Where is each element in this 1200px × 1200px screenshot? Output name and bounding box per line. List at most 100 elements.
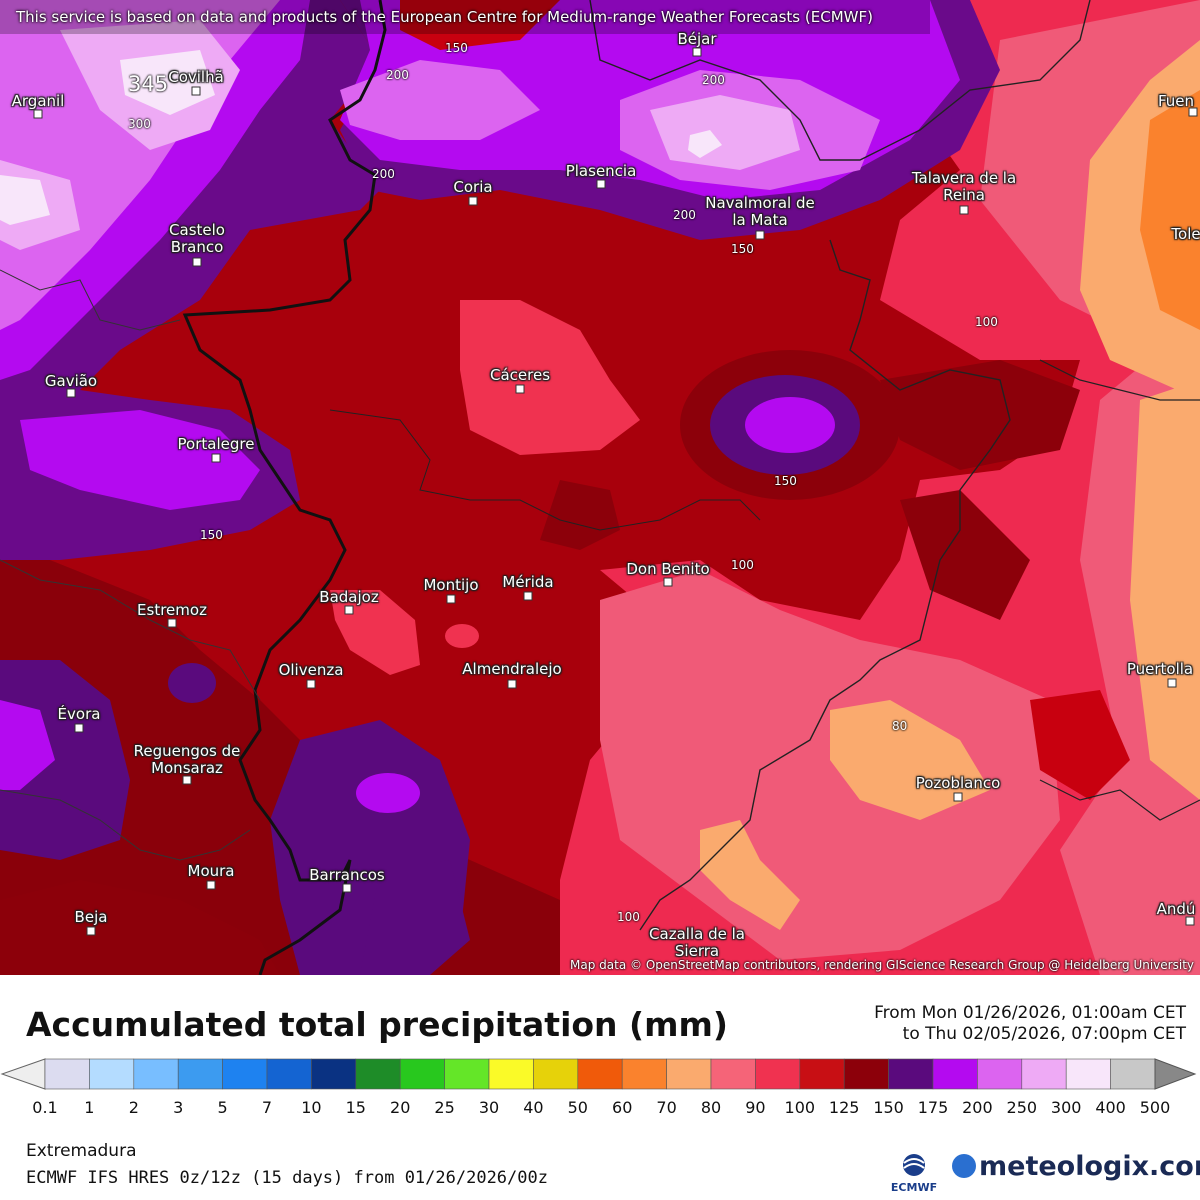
model-run: ECMWF IFS HRES 0z/12z (15 days) from 01/… (26, 1168, 548, 1188)
globe-icon (952, 1154, 976, 1178)
city-marker (342, 883, 352, 893)
city-label-don-benito: Don Benito (626, 560, 710, 578)
legend-tick-label: 200 (962, 1098, 993, 1117)
contour-label: 200 (372, 167, 395, 181)
contour-label: 100 (617, 910, 640, 924)
legend-tick-label: 125 (828, 1098, 860, 1117)
city-label-navalmoral: Navalmoral de la Mata (705, 194, 815, 229)
legend-swatch (666, 1058, 712, 1090)
city-label-coria: Coria (453, 178, 493, 196)
legend-swatch (932, 1058, 978, 1090)
city-label-evora: Évora (57, 705, 101, 723)
legend-swatch (977, 1058, 1023, 1090)
city-label-estremoz: Estremoz (137, 601, 207, 619)
legend-tick-label: 300 (1050, 1098, 1082, 1117)
legend-swatch (710, 1058, 756, 1090)
meteologix-logo[interactable]: meteologix.com (952, 1151, 1200, 1182)
legend-tick-label: 30 (478, 1098, 500, 1117)
legend-arrow-right (1154, 1058, 1197, 1090)
city-marker (206, 880, 216, 890)
city-marker (596, 179, 606, 189)
contour-label: 150 (774, 474, 797, 488)
legend-tick-label: 500 (1139, 1098, 1171, 1117)
city-label-castelo-branco: Castelo Branco (169, 221, 225, 256)
city-label-cazalla: Cazalla de la Sierra (649, 925, 745, 960)
legend-swatch (355, 1058, 401, 1090)
city-marker (182, 775, 192, 785)
city-marker (663, 577, 673, 587)
city-label-pozoblanco: Pozoblanco (915, 774, 1001, 792)
city-marker (74, 723, 84, 733)
city-label-reguengos: Reguengos de Monsaraz (133, 742, 241, 777)
legend-swatch (222, 1058, 268, 1090)
legend-swatch (311, 1058, 357, 1090)
legend-tick-label: 40 (523, 1098, 544, 1117)
brand-label: meteologix.com (979, 1151, 1200, 1182)
period-to: to Thu 02/05/2026, 07:00pm CET (902, 1024, 1186, 1044)
city-label-gaviao: Gavião (44, 372, 98, 390)
legend-swatch (888, 1058, 934, 1090)
city-marker (446, 594, 456, 604)
legend-tick-label: 5 (217, 1098, 228, 1117)
city-label-beja: Beja (74, 908, 108, 926)
forecast-period: From Mon 01/26/2026, 01:00am CET to Thu … (874, 1003, 1186, 1045)
city-label-olivenza: Olivenza (278, 661, 344, 679)
contour-label: 150 (731, 242, 754, 256)
legend-swatch (843, 1058, 889, 1090)
legend-swatch (177, 1058, 223, 1090)
color-legend (0, 1058, 1197, 1090)
city-label-covilha: Covilhã (168, 68, 224, 86)
contour-label: 150 (200, 528, 223, 542)
legend-tick-label: 90 (745, 1098, 766, 1117)
city-label-andu: Andú (1156, 900, 1196, 918)
contour-label: 200 (673, 208, 696, 222)
legend-tick-label: 400 (1095, 1098, 1126, 1117)
legend-tick-label: 10 (301, 1098, 322, 1117)
city-label-bejar: Béjar (677, 30, 717, 48)
legend-tick-label: 20 (390, 1098, 411, 1117)
contour-label: 80 (892, 719, 908, 733)
city-marker (959, 205, 969, 215)
legend-swatch (44, 1058, 90, 1090)
notice-banner (0, 0, 930, 34)
city-marker (692, 47, 702, 57)
period-from: From Mon 01/26/2026, 01:00am CET (874, 1003, 1186, 1023)
city-marker (191, 86, 201, 96)
legend-tick-label: 175 (917, 1098, 949, 1117)
contour-label: 345 (128, 72, 169, 96)
legend-swatch (621, 1058, 667, 1090)
city-marker (33, 109, 43, 119)
city-marker (1167, 678, 1177, 688)
ecmwf-logo: ECMWF (891, 1154, 937, 1194)
precipitation-map[interactable]: This service is based on data and produc… (0, 0, 1200, 975)
legend-tick-label: 100 (784, 1098, 816, 1117)
legend-tick-label: 3 (173, 1098, 184, 1117)
city-label-caceres: Cáceres (489, 366, 551, 384)
legend-tick-label: 50 (567, 1098, 588, 1117)
legend-swatch (533, 1058, 579, 1090)
legend-swatch (266, 1058, 312, 1090)
legend-tick-label: 60 (612, 1098, 633, 1117)
legend-tick-label: 25 (434, 1098, 455, 1117)
precipitation-field (0, 0, 1200, 975)
legend-swatch (1021, 1058, 1067, 1090)
region-name: Extremadura (26, 1141, 137, 1161)
city-marker (167, 618, 177, 628)
city-marker (507, 679, 517, 689)
legend-tick-label: 15 (345, 1098, 366, 1117)
city-label-fuen: Fuen (1157, 92, 1195, 110)
contour-label: 300 (128, 117, 151, 131)
city-marker (211, 453, 221, 463)
legend-swatch (444, 1058, 490, 1090)
city-marker (306, 679, 316, 689)
legend-swatch (1110, 1058, 1156, 1090)
city-label-almendralejo: Almendralejo (462, 660, 562, 678)
legend-tick-label: 0.1 (32, 1098, 58, 1117)
legend-swatch (133, 1058, 179, 1090)
contour-label: 100 (975, 315, 998, 329)
city-marker (192, 257, 202, 267)
legend-tick-label: 250 (1006, 1098, 1038, 1117)
legend-swatch (399, 1058, 445, 1090)
city-label-arganil: Arganil (11, 92, 65, 110)
legend-swatch (488, 1058, 534, 1090)
